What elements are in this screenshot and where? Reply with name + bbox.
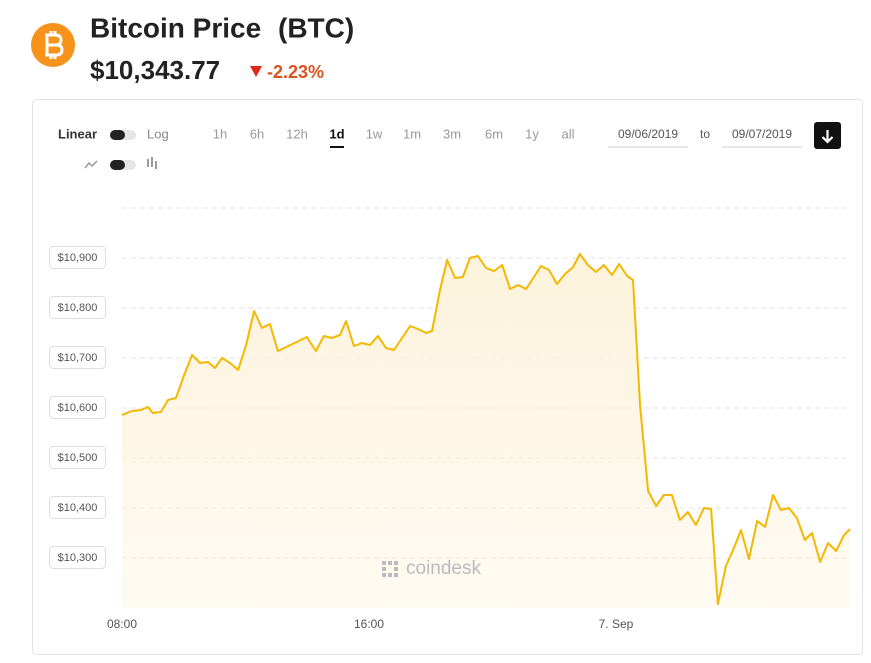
y-tick-box [49,496,106,519]
y-tick-label: $10,700 [58,352,98,364]
x-tick-label: 7. Sep [599,617,634,631]
range-button[interactable]: 1d [329,126,344,141]
date-separator: to [700,127,710,141]
y-tick-box [49,546,106,569]
range-button[interactable]: 1y [525,126,539,141]
range-button[interactable]: 3m [443,126,461,141]
toggle-knob [110,130,125,140]
y-tick-label: $10,900 [58,252,98,264]
price-line [121,253,851,605]
toggle-knob [110,160,125,170]
x-tick-label: 08:00 [107,617,137,631]
down-arrow [250,66,262,77]
range-buttons: 1h 6h 12h 1d 1w 1m 3m 6m 1y all [213,126,575,148]
scale-option[interactable]: Linear [58,126,97,141]
range-button[interactable]: 12h [286,126,308,141]
line-icon[interactable] [84,160,98,169]
page-title: Bitcoin Price [90,12,261,43]
change: -2.23% [267,62,324,82]
y-tick-label: $10,800 [58,302,98,314]
y-tick-label: $10,500 [58,452,98,464]
y-tick-label: $10,400 [58,502,98,514]
candle-icon[interactable] [147,157,157,169]
area-fill [122,254,850,608]
y-tick-box [49,296,106,319]
range-button[interactable]: all [561,126,574,141]
scale-option[interactable]: Log [147,126,169,141]
y-tick-label: $10,600 [58,402,98,414]
symbol: (BTC) [278,12,354,43]
x-tick-label: 16:00 [354,617,384,631]
range-button[interactable]: 1w [366,126,383,141]
y-tick-label: $10,300 [58,552,98,564]
date-from[interactable]: 09/06/2019 [618,127,678,141]
plot: $10,300 $10,400 $10,500 $10,600 $10,700 $10,8… [49,246,851,631]
price: $10,343.77 [90,55,220,85]
range-button[interactable]: 6m [485,126,503,141]
download-icon [821,130,834,144]
y-tick-box [49,446,106,469]
btc-glyph [45,31,64,59]
y-tick-box [49,396,106,419]
range-button[interactable]: 1m [403,126,421,141]
watermark: coindesk [406,558,481,579]
range-button[interactable]: 1h [213,126,227,141]
watermark-logo [382,561,398,577]
y-tick-box [49,346,106,369]
range-button[interactable]: 6h [250,126,264,141]
y-tick-box [49,246,106,269]
date-to[interactable]: 09/07/2019 [732,127,792,141]
